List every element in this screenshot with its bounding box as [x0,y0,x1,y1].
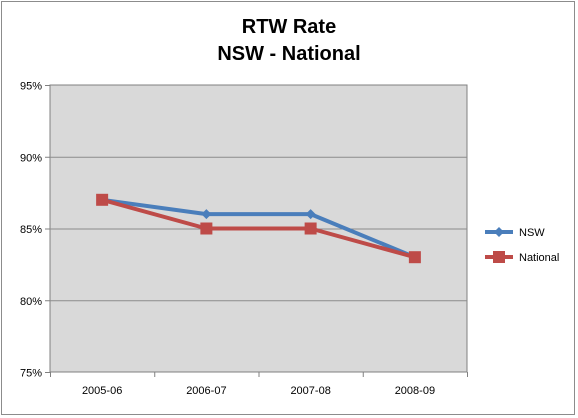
axes: 75% 80% 85% 90% 95% 2005-06 2006-07 2007-08 2008… [20,81,468,397]
data-point-national [304,222,317,235]
y-tick-label: 75% [20,368,42,380]
x-tick-label: 2006-07 [186,385,226,397]
legend: NSW National [485,227,559,264]
legend-item-national: National [485,251,559,264]
legend-swatch-marker [493,251,505,263]
data-point-national [96,193,109,206]
series [96,193,421,264]
legend-item-nsw: NSW [485,227,545,239]
x-tick-label: 2007-08 [290,385,330,397]
data-point-nsw [201,209,212,220]
y-tick-label: 80% [20,296,42,308]
chart-subtitle: NSW - National [217,43,361,65]
legend-label: NSW [519,227,545,239]
data-point-national [408,251,421,264]
legend-swatch-marker [494,227,504,237]
chart-title: RTW Rate [241,16,337,38]
series-line-national [101,197,416,260]
y-tick-label: 95% [20,81,42,93]
x-tick-label: 2008-09 [395,385,435,397]
y-tick-label: 90% [20,152,42,164]
series-line-nsw [101,197,416,260]
legend-label: National [519,252,559,264]
data-point-national [200,222,213,235]
y-tick-label: 85% [20,224,42,236]
series-national [96,193,421,264]
x-tick-label: 2005-06 [82,385,122,397]
data-point-nsw [305,209,316,220]
